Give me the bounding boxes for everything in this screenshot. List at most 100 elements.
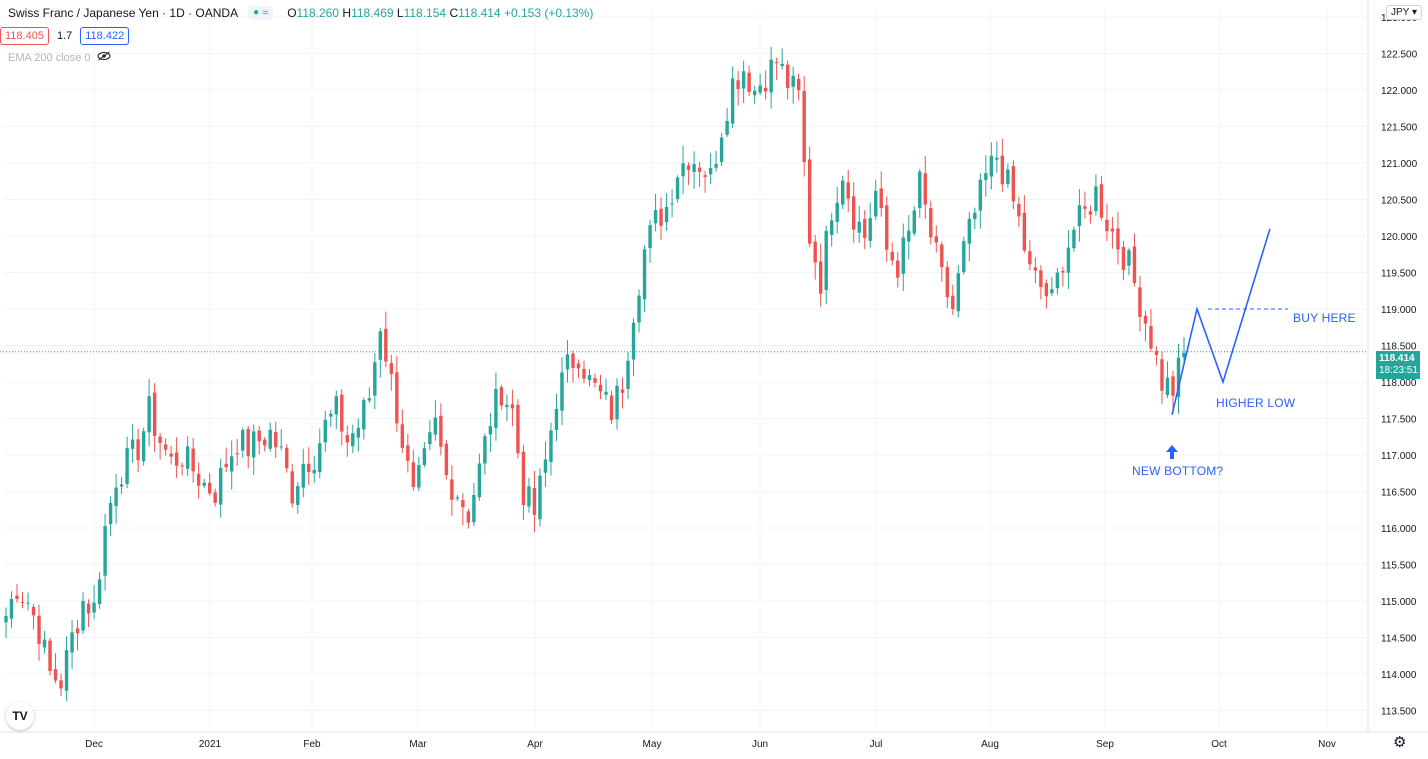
candle-body (499, 387, 504, 406)
candle-body (890, 251, 894, 261)
candle-body (923, 173, 927, 205)
candle-body (136, 439, 140, 461)
buy-button[interactable]: 118.422 (80, 27, 130, 45)
candle-body (279, 446, 283, 448)
candle-body (246, 429, 250, 457)
candles (4, 46, 1186, 701)
candle-body (1105, 219, 1109, 232)
tradingview-logo-icon[interactable]: TV (6, 702, 34, 730)
candle-body (879, 188, 883, 209)
indicator-legend[interactable]: EMA 200 close 0 (8, 51, 111, 64)
candle-body (697, 167, 702, 172)
candle-body (714, 163, 718, 168)
sell-button[interactable]: 118.405 (0, 27, 49, 45)
candle-body (978, 179, 983, 211)
candle-body (307, 463, 311, 473)
candle-body (1121, 247, 1126, 270)
candle-body (532, 487, 537, 515)
buy-here-label: BUY HERE (1293, 311, 1356, 325)
candle-body (560, 372, 564, 411)
indicator-label: EMA 200 close 0 (8, 51, 91, 64)
candle-body (252, 431, 256, 458)
candle-body (725, 120, 729, 135)
candle-body (940, 244, 944, 268)
candle-body (521, 451, 526, 505)
candle-body (951, 295, 955, 310)
candle-body (477, 463, 482, 498)
candle-body (1171, 376, 1175, 396)
candle-body (829, 220, 834, 235)
candle-body (229, 456, 234, 472)
candle-body (108, 502, 113, 525)
candle-body (785, 64, 790, 89)
candle-body (791, 75, 795, 87)
candle-body (675, 177, 680, 200)
candle-body (59, 680, 63, 689)
arrow-up-icon (1166, 445, 1178, 459)
candle-body (609, 395, 614, 421)
candle-body (4, 615, 8, 623)
candle-body (1138, 287, 1142, 317)
candle-body (780, 63, 784, 67)
candle-body (615, 385, 619, 420)
candle-body (896, 260, 900, 278)
candle-body (1083, 206, 1087, 209)
currency-selector[interactable]: JPY ▾ (1386, 5, 1422, 20)
candle-body (411, 462, 416, 488)
candle-body (769, 59, 773, 93)
candle-body (48, 640, 52, 672)
candle-body (945, 267, 950, 298)
candle-body (538, 475, 542, 520)
candle-body (874, 190, 878, 217)
y-tick-label: 116.500 (1381, 488, 1417, 499)
candle-body (488, 426, 493, 435)
candle-body (9, 599, 14, 619)
candle-body (340, 394, 344, 432)
y-tick-label: 121.500 (1381, 123, 1418, 134)
y-tick-label: 114.000 (1381, 670, 1417, 681)
projection-path (1171, 228, 1288, 416)
x-tick-label: May (643, 739, 662, 750)
candle-body (863, 219, 867, 238)
candle-body (642, 249, 647, 300)
last-price-tag: 118.414 18:23:51 (1376, 351, 1420, 379)
candle-body (472, 494, 476, 523)
y-tick-label: 113.500 (1381, 707, 1417, 718)
candle-body (42, 639, 47, 648)
candle-body (516, 404, 520, 454)
candle-body (290, 471, 294, 504)
candle-body (329, 413, 333, 417)
eye-hidden-icon[interactable] (97, 51, 111, 64)
candle-body (26, 602, 30, 604)
candle-body (86, 603, 91, 614)
candle-body (389, 363, 394, 375)
candle-body (130, 439, 135, 449)
candle-body (180, 465, 184, 467)
gear-icon[interactable]: ⚙ (1393, 734, 1407, 751)
candle-body (439, 415, 443, 447)
candle-body (692, 164, 696, 172)
candle-body (191, 448, 195, 472)
candle-body (466, 511, 471, 523)
legend-buttons[interactable]: ● ≈ (248, 6, 274, 20)
candle-body (1022, 212, 1027, 251)
candle-body (857, 221, 861, 233)
candle-body (1127, 250, 1131, 266)
candle-body (356, 427, 361, 438)
candle-body (1077, 205, 1082, 227)
candle-body (620, 389, 625, 393)
candle-body (703, 175, 707, 177)
candle-body (323, 419, 327, 443)
compare-icon[interactable]: ≈ (262, 7, 269, 19)
candle-body (1160, 359, 1164, 391)
candle-body (543, 459, 548, 473)
candle-body (1039, 270, 1043, 288)
candle-body (995, 157, 999, 160)
candle-body (213, 492, 217, 503)
symbol-title[interactable]: Swiss Franc / Japanese Yen · 1D · OANDA (8, 6, 239, 20)
candle-body (362, 400, 366, 430)
market-status-icon[interactable]: ● (253, 7, 260, 18)
candle-body (1055, 272, 1060, 289)
candle-body (257, 430, 261, 442)
